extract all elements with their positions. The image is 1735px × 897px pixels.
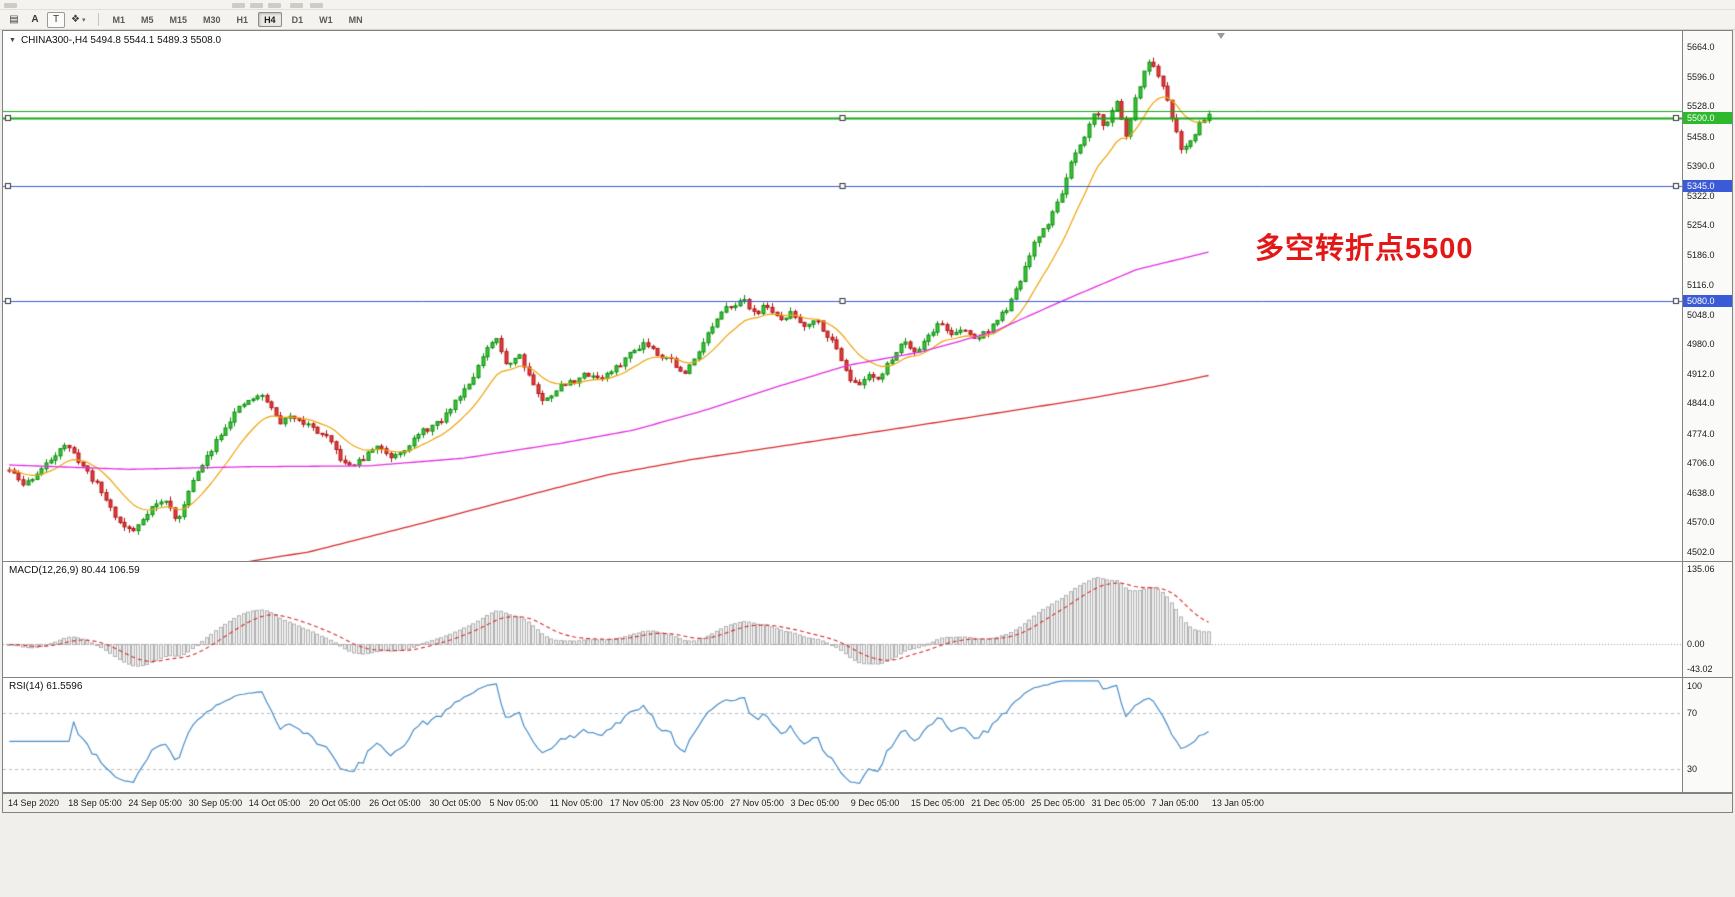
time-label: 25 Dec 05:00 bbox=[1031, 798, 1085, 808]
price-tick: 5596.0 bbox=[1687, 71, 1715, 82]
timeframe-h1-button[interactable]: H1 bbox=[236, 14, 249, 25]
time-label: 14 Oct 05:00 bbox=[248, 798, 301, 808]
macd-axis[interactable]: 135.06 0.00 -43.02 bbox=[1682, 562, 1732, 677]
timeframe-d1-button[interactable]: D1 bbox=[291, 14, 304, 25]
time-label: 13 Jan 05:00 bbox=[1211, 798, 1264, 808]
price-tick: 4774.0 bbox=[1687, 428, 1715, 439]
price-tick: 5186.0 bbox=[1687, 249, 1715, 260]
timeframe-mn-button[interactable]: MN bbox=[348, 14, 363, 25]
toolbar: ▤ A T ❖ ▾ M1 M5 M15 M30 H1 H4 D1 W1 MN bbox=[0, 10, 1735, 30]
rsi-tick: 30 bbox=[1687, 764, 1698, 775]
timeframe-m15-button[interactable]: M15 bbox=[169, 14, 188, 25]
price-tick: 4706.0 bbox=[1687, 458, 1715, 469]
rsi-tick: 70 bbox=[1687, 708, 1698, 719]
macd-canvas[interactable] bbox=[3, 562, 1682, 677]
chart-title: ▼ CHINA300-,H4 5494.8 5544.1 5489.3 5508… bbox=[9, 35, 221, 46]
timeframe-m1-button[interactable]: M1 bbox=[112, 14, 125, 25]
time-label: 31 Dec 05:00 bbox=[1091, 798, 1145, 808]
panel-divider[interactable] bbox=[3, 792, 1732, 793]
time-label: 7 Jan 05:00 bbox=[1151, 798, 1199, 808]
rsi-canvas[interactable] bbox=[3, 678, 1682, 792]
time-label: 14 Sep 2020 bbox=[8, 798, 60, 808]
toolbar-fragment-icon bbox=[250, 3, 263, 8]
timeframe-group: M1 M5 M15 M30 H1 H4 D1 W1 MN bbox=[106, 12, 372, 27]
price-tick: 4912.0 bbox=[1687, 368, 1715, 379]
timeframe-h4-button[interactable]: H4 bbox=[258, 12, 282, 27]
timeframe-w1-button[interactable]: W1 bbox=[319, 14, 333, 25]
timeframe-m30-button[interactable]: M30 bbox=[203, 14, 221, 25]
font-tool-icon[interactable]: A bbox=[31, 14, 39, 25]
price-tick: 5048.0 bbox=[1687, 309, 1715, 320]
price-tick: 4844.0 bbox=[1687, 398, 1715, 409]
main-panel: ▼ CHINA300-,H4 5494.8 5544.1 5489.3 5508… bbox=[3, 31, 1732, 561]
chart-annotation: 多空转折点5500 bbox=[1255, 233, 1474, 265]
toolbar-separator bbox=[98, 13, 100, 26]
main-chart-canvas[interactable] bbox=[3, 31, 1682, 561]
rsi-panel: RSI(14) 61.5596 100 70 30 bbox=[3, 678, 1732, 792]
time-label: 26 Oct 05:00 bbox=[369, 798, 421, 808]
time-label: 23 Nov 05:00 bbox=[670, 798, 724, 808]
price-level-tag: 5500.0 bbox=[1683, 112, 1732, 125]
toolbar-fragment-icon bbox=[232, 3, 245, 8]
price-tick: 5664.0 bbox=[1687, 42, 1715, 53]
chart-title-text: CHINA300-,H4 5494.8 5544.1 5489.3 5508.0 bbox=[20, 35, 222, 46]
price-tick: 5458.0 bbox=[1687, 131, 1715, 142]
macd-title: MACD(12,26,9) 80.44 106.59 bbox=[9, 565, 140, 576]
price-level-tag: 5080.0 bbox=[1683, 294, 1732, 307]
price-tick: 5254.0 bbox=[1687, 220, 1715, 231]
time-label: 18 Sep 05:00 bbox=[68, 798, 122, 808]
macd-tick: 135.06 bbox=[1687, 564, 1715, 574]
price-tick: 5528.0 bbox=[1687, 101, 1715, 112]
time-label: 15 Dec 05:00 bbox=[910, 798, 965, 808]
toolbar-fragment-icon bbox=[310, 3, 323, 8]
chart-grid-tool-icon[interactable]: ▤ bbox=[9, 14, 19, 25]
price-tick: 5116.0 bbox=[1687, 280, 1714, 291]
bottom-area bbox=[0, 813, 1735, 897]
price-tick: 4638.0 bbox=[1687, 487, 1715, 498]
main-price-axis[interactable]: 5664.0 5596.0 5528.0 5458.0 5390.0 5322.0 5254… bbox=[1682, 31, 1732, 561]
time-label: 24 Sep 05:00 bbox=[128, 798, 182, 808]
time-label: 5 Nov 05:00 bbox=[489, 798, 539, 808]
toolbar-fragment-icon bbox=[268, 3, 281, 8]
price-level-tag: 5345.0 bbox=[1683, 179, 1732, 192]
toolbar-fragment-icon bbox=[290, 3, 303, 8]
menubar-clipped bbox=[0, 0, 1735, 10]
time-label: 3 Dec 05:00 bbox=[790, 798, 840, 808]
time-axis[interactable]: 14 Sep 2020 18 Sep 05:00 24 Sep 05:00 30 Se… bbox=[3, 793, 1732, 812]
chart-menu-icon[interactable]: ▼ bbox=[9, 37, 16, 44]
macd-tick: 0.00 bbox=[1687, 639, 1705, 650]
timeframe-m5-button[interactable]: M5 bbox=[141, 14, 154, 25]
macd-panel: MACD(12,26,9) 80.44 106.59 135.06 0.00 -43… bbox=[3, 562, 1732, 677]
toolbar-fragment-icon bbox=[4, 3, 17, 8]
price-tick: 4980.0 bbox=[1687, 339, 1715, 350]
time-label: 30 Oct 05:00 bbox=[429, 798, 481, 808]
chart-window: ▼ CHINA300-,H4 5494.8 5544.1 5489.3 5508… bbox=[2, 30, 1733, 813]
time-label: 11 Nov 05:00 bbox=[549, 798, 603, 808]
price-tick: 5322.0 bbox=[1687, 190, 1715, 201]
rsi-title: RSI(14) 61.5596 bbox=[9, 681, 83, 692]
price-tick: 4502.0 bbox=[1687, 546, 1715, 557]
rsi-axis[interactable]: 100 70 30 bbox=[1682, 678, 1732, 792]
time-label: 21 Dec 05:00 bbox=[971, 798, 1025, 808]
line-style-tool-icon[interactable]: ❖ ▾ bbox=[71, 14, 86, 25]
time-label: 27 Nov 05:00 bbox=[730, 798, 784, 808]
panel-divider[interactable] bbox=[3, 561, 1732, 562]
time-label: 20 Oct 05:00 bbox=[308, 798, 361, 808]
time-label: 30 Sep 05:00 bbox=[188, 798, 243, 808]
panel-divider[interactable] bbox=[3, 677, 1732, 678]
time-label: 17 Nov 05:00 bbox=[609, 798, 664, 808]
chart-shift-icon[interactable] bbox=[1216, 33, 1225, 39]
text-label-tool-icon[interactable]: T bbox=[47, 11, 65, 28]
macd-tick: -43.02 bbox=[1687, 664, 1713, 675]
rsi-tick: 100 bbox=[1687, 681, 1703, 691]
tool-group: ▤ A T ❖ ▾ bbox=[5, 11, 91, 28]
dropdown-caret-icon: ▾ bbox=[81, 16, 86, 24]
price-tick: 5390.0 bbox=[1687, 161, 1715, 172]
time-label: 9 Dec 05:00 bbox=[850, 798, 900, 808]
price-tick: 4570.0 bbox=[1687, 517, 1715, 528]
